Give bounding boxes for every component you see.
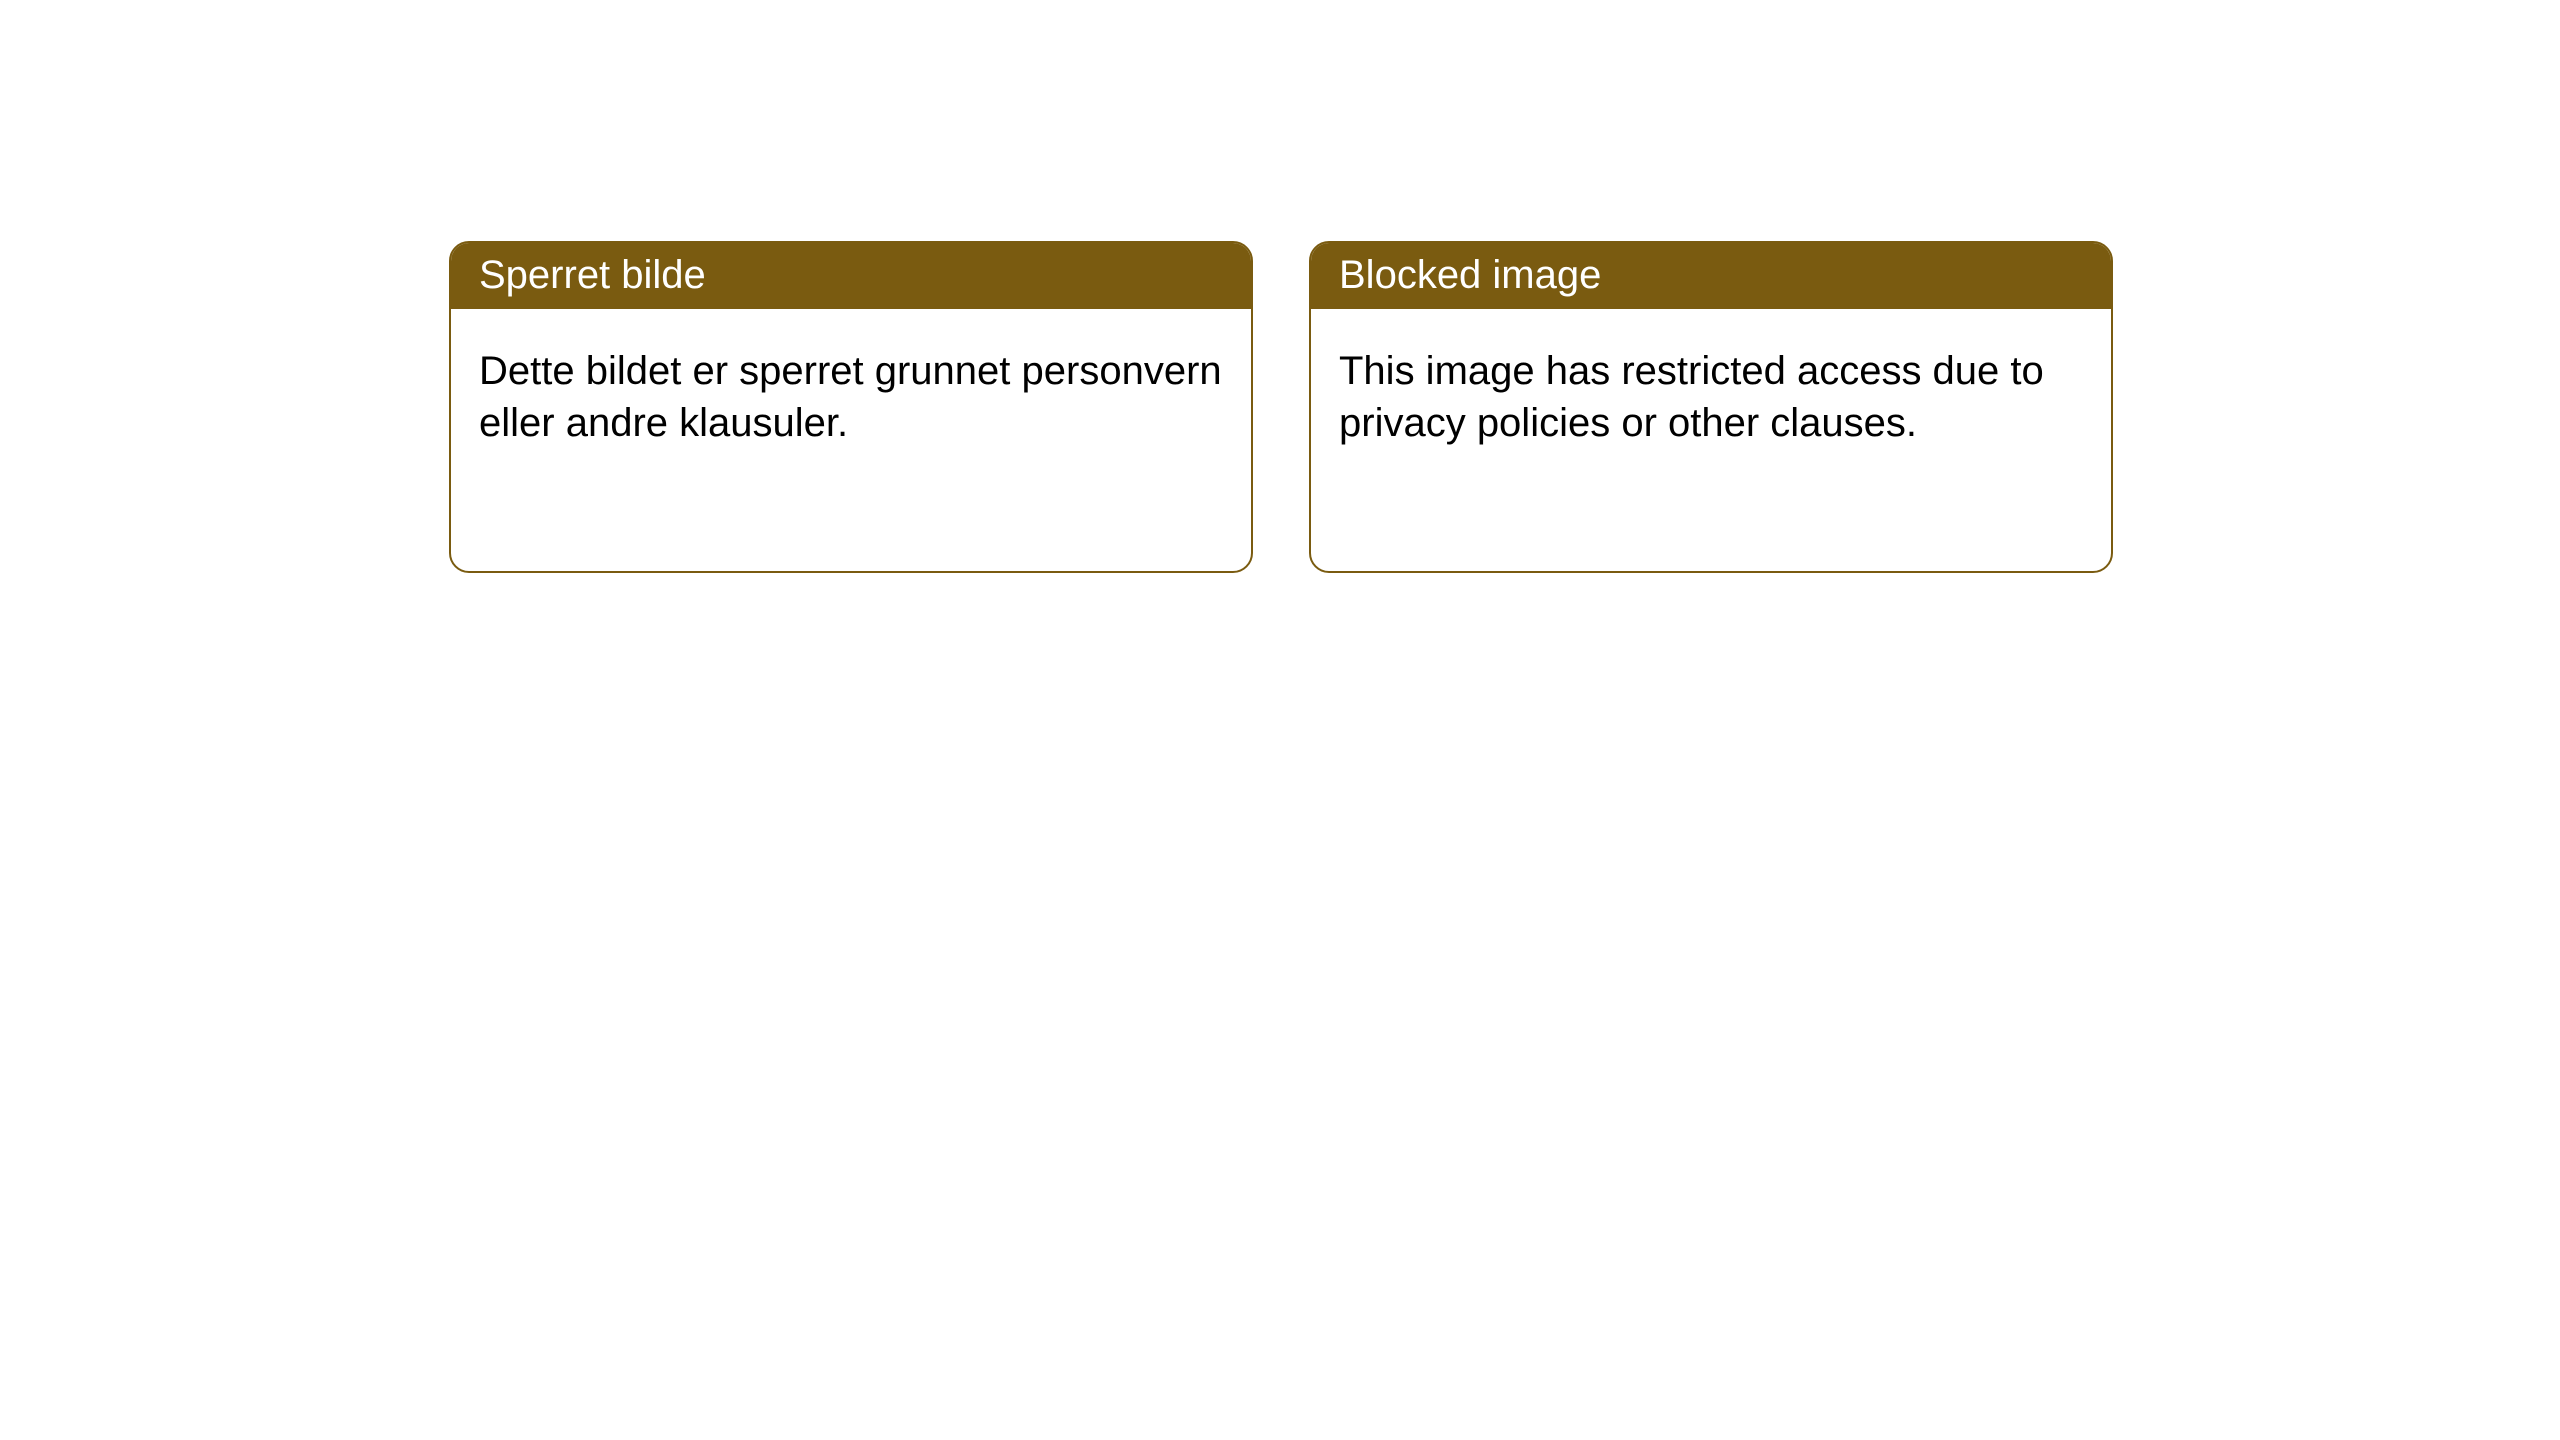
notice-card-title: Sperret bilde <box>451 243 1251 309</box>
notice-card-body: Dette bildet er sperret grunnet personve… <box>451 309 1251 485</box>
notice-card-title: Blocked image <box>1311 243 2111 309</box>
notice-card-english: Blocked image This image has restricted … <box>1309 241 2113 573</box>
notice-card-body: This image has restricted access due to … <box>1311 309 2111 485</box>
notice-card-norwegian: Sperret bilde Dette bildet er sperret gr… <box>449 241 1253 573</box>
notice-container: Sperret bilde Dette bildet er sperret gr… <box>0 0 2560 573</box>
